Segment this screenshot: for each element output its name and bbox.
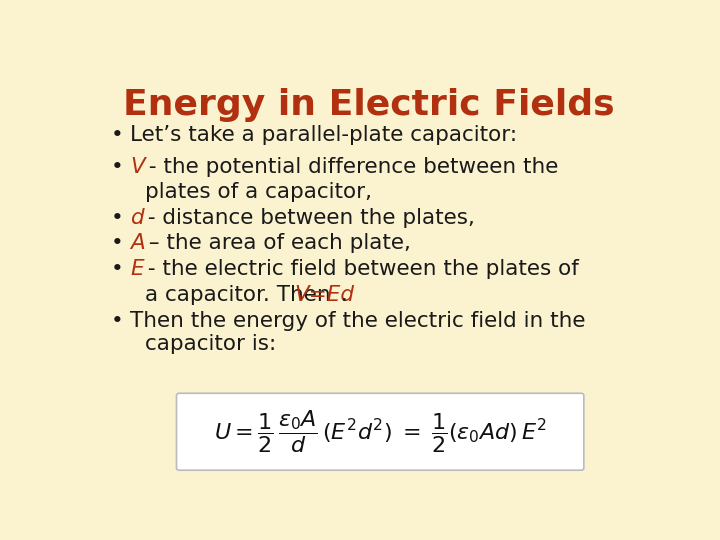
Text: d: d [130,208,144,228]
Text: capacitor is:: capacitor is: [145,334,276,354]
Text: •: • [111,157,124,177]
Text: plates of a capacitor,: plates of a capacitor, [145,182,372,202]
Text: •: • [111,208,124,228]
Text: Then the energy of the electric field in the: Then the energy of the electric field in… [130,312,585,332]
Text: Energy in Electric Fields: Energy in Electric Fields [123,87,615,122]
Text: $U = \dfrac{1}{2}\,\dfrac{\epsilon_0 A}{d}\,(E^2 d^2)\;=\;\dfrac{1}{2}(\epsilon_: $U = \dfrac{1}{2}\,\dfrac{\epsilon_0 A}{… [214,408,546,455]
Text: •: • [111,259,124,279]
Text: - the electric field between the plates of: - the electric field between the plates … [140,259,579,279]
Text: •: • [111,312,124,332]
FancyBboxPatch shape [176,393,584,470]
Text: - the potential difference between the: - the potential difference between the [142,157,558,177]
Text: E: E [130,259,144,279]
Text: V=Ed: V=Ed [294,285,354,305]
Text: - distance between the plates,: - distance between the plates, [140,208,474,228]
Text: .: . [341,285,347,305]
Text: V: V [130,157,145,177]
Text: •: • [111,233,124,253]
Text: Let’s take a parallel-plate capacitor:: Let’s take a parallel-plate capacitor: [130,125,517,145]
Text: a capacitor. Then: a capacitor. Then [145,285,337,305]
Text: •: • [111,125,124,145]
Text: – the area of each plate,: – the area of each plate, [142,233,410,253]
Text: A: A [130,233,145,253]
